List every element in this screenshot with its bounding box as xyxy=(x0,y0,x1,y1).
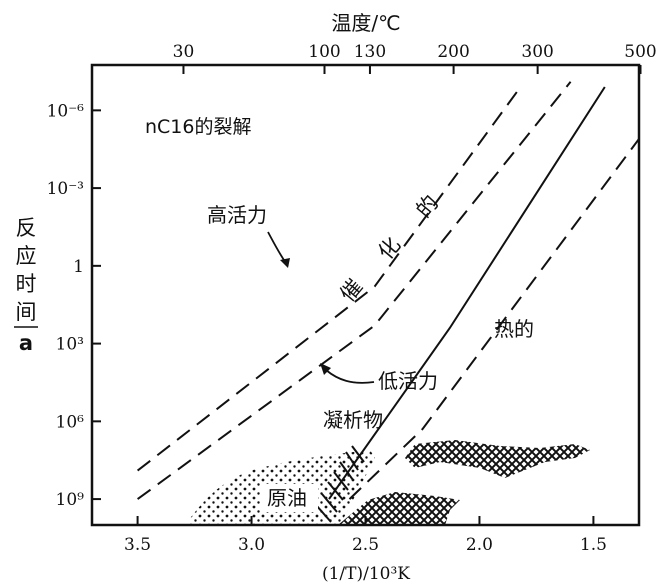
y-tick-label: 10⁻³ xyxy=(47,179,84,199)
x-axis-label: (1/T)/10³K xyxy=(322,564,410,584)
high-activity-arrowhead xyxy=(280,258,290,268)
y-label-char-2: 应 xyxy=(16,244,37,268)
series-line xyxy=(136,86,522,472)
y-tick-label: 1 xyxy=(73,257,84,277)
y-label-char-3: 时 xyxy=(16,272,37,296)
top-tick-label: 200 xyxy=(437,42,469,62)
y-label-char-4: 间 xyxy=(16,300,37,324)
catalytic-char-2: 化 xyxy=(373,233,405,265)
high-activity-label: 高活力 xyxy=(207,203,267,227)
catalytic-label: 催 化 的 xyxy=(335,191,443,307)
top-axis-label: 温度/℃ xyxy=(331,11,400,35)
series-lines xyxy=(136,81,639,500)
x-tick-label: 2.5 xyxy=(352,535,379,555)
x-tick-label: 1.5 xyxy=(580,535,607,555)
y-tick-label: 10³ xyxy=(56,335,84,355)
series-line xyxy=(137,81,572,500)
y-label-unit: a xyxy=(19,331,33,355)
y-tick-label: 10⁻⁶ xyxy=(47,101,85,121)
crude-oil-label: 原油 xyxy=(267,486,307,510)
catalytic-char-3: 的 xyxy=(411,191,443,223)
y-label-char-1: 反 xyxy=(16,216,37,240)
series-line xyxy=(328,86,606,500)
y-tick-label: 10⁶ xyxy=(56,412,85,432)
top-tick-label: 300 xyxy=(521,42,553,62)
top-tick-label: 130 xyxy=(354,42,386,62)
chart-title: nC16的裂解 xyxy=(145,116,252,138)
top-tick-label: 500 xyxy=(624,42,656,62)
catalytic-char-1: 催 xyxy=(335,275,367,307)
thermal-label: 热的 xyxy=(494,317,534,341)
gas-region-upper xyxy=(405,440,590,478)
y-axis-label: 反 应 时 间 a xyxy=(14,216,38,355)
y-tick-label: 10⁹ xyxy=(56,490,85,510)
top-tick-label: 30 xyxy=(173,42,195,62)
low-activity-label: 低活力 xyxy=(378,369,438,393)
low-activity-arrow xyxy=(325,369,375,384)
top-tick-label: 100 xyxy=(308,42,340,62)
crude-oil-label-bg xyxy=(260,484,318,512)
axis-ticks: 3.5 3.0 2.5 2.0 1.5 30 100 130 200 300 500 10⁻⁶ 10⁻³… xyxy=(47,42,657,555)
gas-region-lower xyxy=(338,492,460,525)
condensate-label: 凝析物 xyxy=(323,408,383,432)
x-tick-label: 2.0 xyxy=(466,535,493,555)
x-tick-label: 3.0 xyxy=(238,535,265,555)
x-tick-label: 3.5 xyxy=(124,535,151,555)
condensate-hatching xyxy=(315,445,365,523)
low-activity-arrowhead xyxy=(320,363,331,375)
series-line xyxy=(348,138,639,500)
